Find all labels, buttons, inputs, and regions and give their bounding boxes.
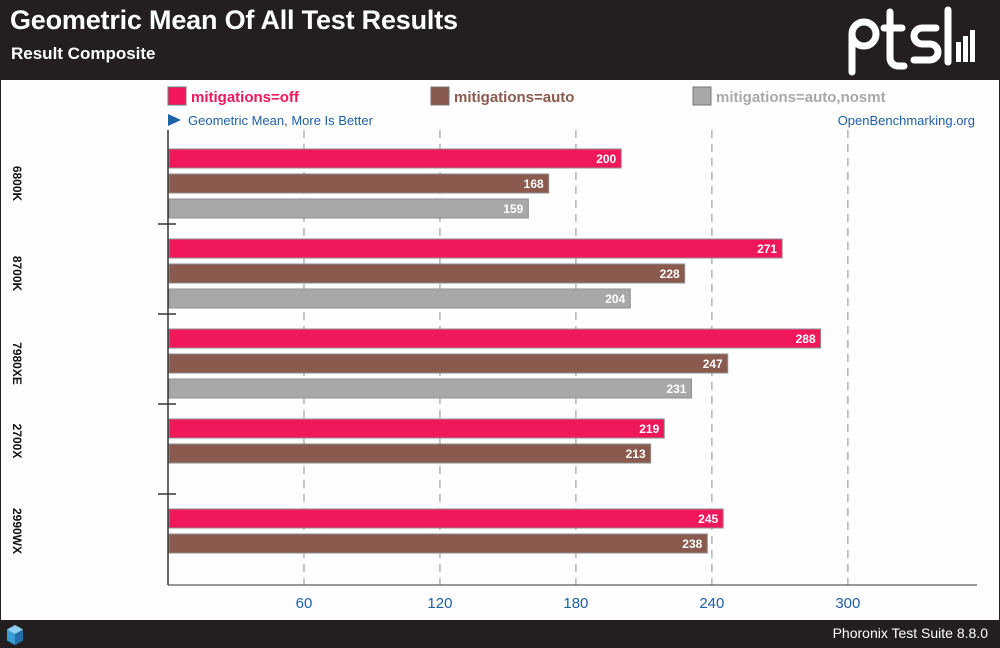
category-label-6800K: 6800K — [10, 166, 24, 202]
bar-7980XE-1 — [168, 353, 729, 374]
category-label-8700K: 8700K — [10, 256, 24, 292]
legend-item-2: mitigations=auto,nosmt — [692, 86, 886, 106]
chart-panel: mitigations=off mitigations=auto mitigatio… — [1, 80, 999, 620]
axes: 6800K 8700K 7980XE 2700X 2990WX 60 120 180 240 30… — [10, 130, 977, 612]
category-label-2700X: 2700X — [10, 424, 24, 459]
bar-value-label: 168 — [524, 177, 544, 191]
pts-cube-icon — [7, 625, 23, 645]
bar-value-label: 238 — [682, 537, 702, 551]
bar-value-label: 159 — [503, 202, 523, 216]
bar-chart: mitigations=off mitigations=auto mitigatio… — [10, 86, 977, 612]
bar-value-label: 245 — [698, 512, 718, 526]
bar-8700K-2 — [168, 288, 631, 309]
triangle-icon — [168, 114, 181, 126]
bar-value-label: 219 — [639, 422, 659, 436]
legend-item-0: mitigations=off — [167, 86, 300, 106]
x-tick-label-240: 240 — [699, 595, 724, 612]
legend-label: mitigations=off — [191, 89, 300, 106]
chart-subtitle: Result Composite — [11, 44, 156, 63]
bar-7980XE-2 — [168, 378, 692, 399]
bar-8700K-0 — [168, 238, 783, 259]
bar-6800K-1 — [168, 173, 550, 194]
bar-2700X-0 — [168, 418, 665, 439]
legend: mitigations=off mitigations=auto mitigatio… — [167, 86, 975, 128]
x-tick-label-60: 60 — [296, 595, 313, 612]
pts-logo — [848, 6, 975, 76]
category-label-7980XE: 7980XE — [10, 342, 24, 385]
bar-6800K-0 — [168, 148, 622, 169]
legend-swatch — [692, 86, 712, 106]
legend-label: mitigations=auto,nosmt — [716, 89, 886, 106]
bar-8700K-1 — [168, 263, 686, 284]
category-label-2990WX: 2990WX — [10, 508, 24, 554]
bar-2990WX-1 — [168, 533, 708, 554]
bar-value-label: 213 — [626, 447, 646, 461]
bar-value-label: 204 — [605, 292, 625, 306]
bar-2700X-1 — [168, 443, 652, 464]
bar-6800K-2 — [168, 198, 529, 219]
chart-note: Geometric Mean, More Is Better — [188, 113, 374, 128]
bar-value-label: 288 — [796, 332, 816, 346]
bar-7980XE-0 — [168, 328, 822, 349]
bar-2990WX-0 — [168, 508, 724, 529]
x-tick-label-300: 300 — [835, 595, 860, 612]
x-tick-label-180: 180 — [563, 595, 588, 612]
bar-value-label: 200 — [596, 152, 616, 166]
footer-version: Phoronix Test Suite 8.8.0 — [832, 625, 988, 641]
x-tick-label-120: 120 — [427, 595, 452, 612]
legend-swatch — [167, 86, 187, 106]
chart-title: Geometric Mean Of All Test Results — [10, 5, 458, 35]
bar-value-label: 231 — [666, 382, 686, 396]
bar-value-label: 271 — [757, 242, 777, 256]
legend-label: mitigations=auto — [454, 89, 574, 106]
legend-swatch — [430, 86, 450, 106]
chart-source: OpenBenchmarking.org — [838, 113, 975, 128]
bar-value-label: 228 — [660, 267, 680, 281]
legend-item-1: mitigations=auto — [430, 86, 574, 106]
bar-value-label: 247 — [703, 357, 723, 371]
